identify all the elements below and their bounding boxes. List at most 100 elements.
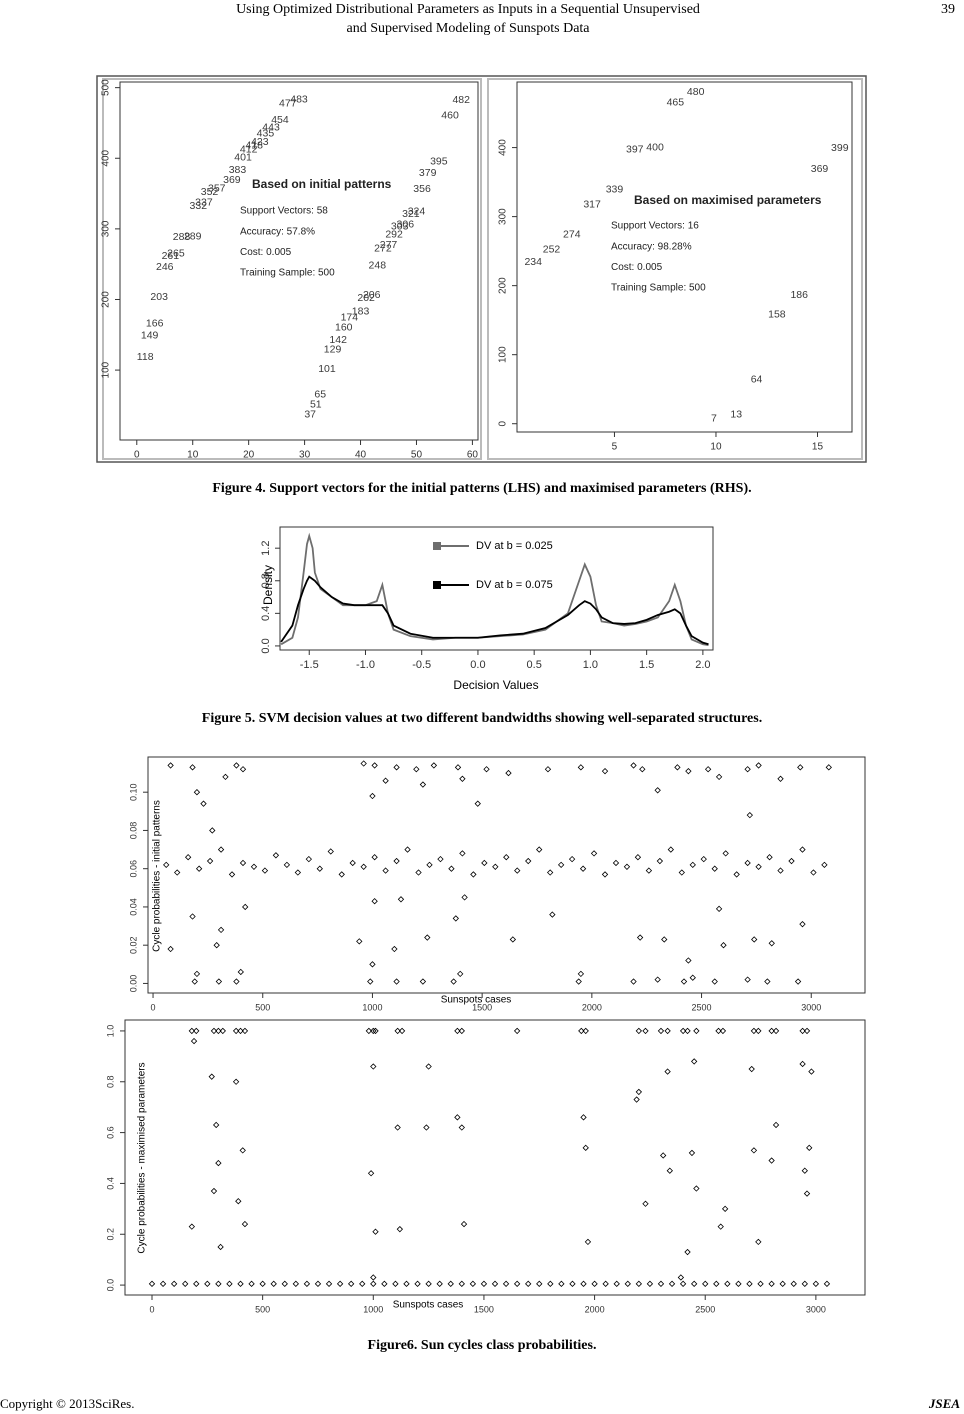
point-label: 383 <box>229 164 247 176</box>
point <box>601 767 609 775</box>
point <box>744 859 751 867</box>
point-label: 369 <box>811 163 829 175</box>
x-tick-label: 20 <box>243 450 255 461</box>
caption: Figure 4. Support vectors for the initia… <box>212 481 751 496</box>
point <box>316 865 323 872</box>
point-label: 118 <box>137 351 154 363</box>
point <box>679 1280 687 1287</box>
y-tick-label: 0.8 <box>260 573 272 588</box>
point-label: 202 <box>357 292 375 304</box>
x-tick-label: 2.0 <box>695 659 710 671</box>
point <box>437 855 444 863</box>
point <box>612 859 620 867</box>
annotation: Training Sample: 500 <box>611 283 706 294</box>
point <box>360 863 367 870</box>
point-label: 129 <box>324 343 342 355</box>
running-title: and Supervised Modeling of Sunspots Data <box>346 21 590 36</box>
x-axis-title: Decision Values <box>453 678 538 692</box>
point <box>458 1280 465 1287</box>
point <box>646 1280 654 1287</box>
y-tick-label: 0.04 <box>128 898 138 916</box>
point <box>810 869 817 876</box>
point <box>613 1280 620 1287</box>
point <box>719 1027 727 1035</box>
point <box>768 940 775 947</box>
x-tick-label: -1.0 <box>356 659 375 671</box>
point <box>204 1280 211 1287</box>
point <box>305 855 312 863</box>
point <box>159 1280 167 1287</box>
point <box>239 859 247 867</box>
point-label: 101 <box>318 363 336 375</box>
y-tick-label: 0 <box>498 420 509 426</box>
point <box>452 915 459 922</box>
point <box>684 1027 691 1035</box>
point <box>799 1027 806 1035</box>
point-label: 337 <box>195 197 213 209</box>
point <box>657 1027 665 1035</box>
point <box>430 762 438 769</box>
point <box>812 1280 820 1287</box>
point-label: 454 <box>271 114 289 126</box>
point <box>425 1063 432 1070</box>
point <box>654 976 661 983</box>
point <box>450 978 457 985</box>
point <box>259 1280 266 1287</box>
legend-swatch <box>433 581 441 589</box>
point <box>248 1280 255 1287</box>
point <box>371 762 378 769</box>
point-label: 399 <box>831 142 849 154</box>
point-label: 418 <box>245 139 263 151</box>
point <box>755 863 762 870</box>
point-label: 234 <box>524 256 542 268</box>
point-label: 252 <box>543 244 561 256</box>
x-tick-label: 500 <box>255 1304 270 1314</box>
point <box>750 1027 758 1035</box>
point-label: 332 <box>190 200 208 212</box>
point-label: 423 <box>251 136 269 148</box>
point <box>666 1167 673 1174</box>
point <box>751 936 758 943</box>
point <box>370 1280 377 1287</box>
point <box>372 1228 379 1235</box>
point <box>717 1223 724 1230</box>
point-label: 183 <box>352 305 370 317</box>
point <box>208 1073 215 1080</box>
point-label: 395 <box>430 156 448 168</box>
point-label: 174 <box>341 312 359 324</box>
point <box>191 978 198 985</box>
point <box>336 1280 344 1287</box>
point <box>193 789 201 796</box>
point-label: 435 <box>257 127 275 139</box>
point <box>803 1190 811 1197</box>
point <box>415 869 422 876</box>
footer-left: Copyright © 2013SciRes. <box>0 1396 134 1411</box>
point <box>419 781 427 788</box>
point-label: 274 <box>563 228 581 240</box>
point <box>715 1027 722 1035</box>
point-label: 412 <box>240 144 258 156</box>
point <box>803 1027 811 1035</box>
y-tick-label: 0.00 <box>128 975 138 993</box>
point-label: 357 <box>208 182 226 194</box>
point <box>799 1060 806 1068</box>
point <box>579 865 587 872</box>
point-label: 306 <box>397 218 415 230</box>
y-tick-label: 500 <box>101 79 112 96</box>
x-tick-label: 0 <box>149 1304 154 1314</box>
point <box>584 1238 592 1246</box>
point <box>481 859 488 867</box>
point <box>338 871 345 878</box>
point <box>633 1096 640 1103</box>
point <box>630 978 637 985</box>
point <box>193 1027 200 1035</box>
point <box>215 1159 222 1167</box>
point <box>459 850 466 857</box>
point <box>642 1200 649 1207</box>
point <box>591 1280 598 1287</box>
x-tick-label: 40 <box>355 450 367 461</box>
point <box>294 869 302 876</box>
point <box>167 762 174 769</box>
point <box>525 857 532 865</box>
y-tick-label: 0.10 <box>128 783 138 801</box>
